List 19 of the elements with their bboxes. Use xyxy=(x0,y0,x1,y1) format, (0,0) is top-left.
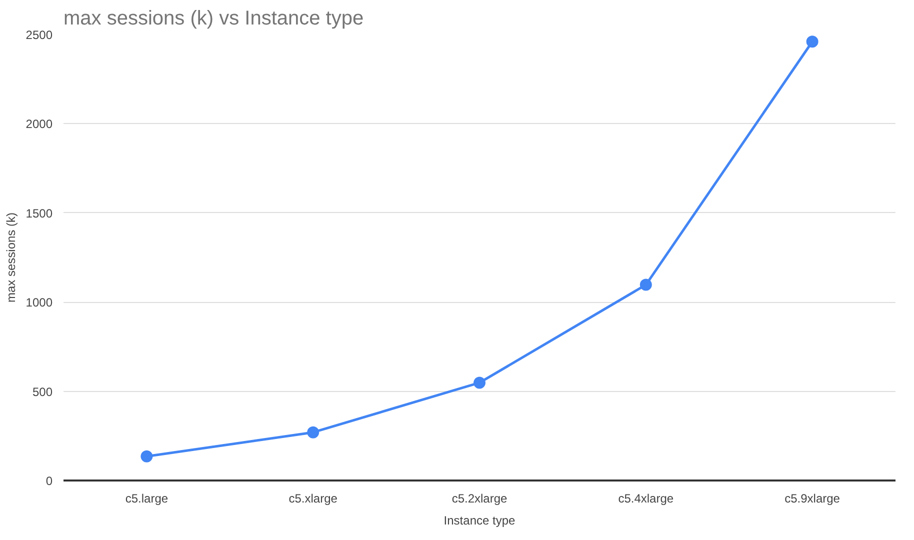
y-tick-label: 0 xyxy=(46,474,53,488)
y-tick-label: 500 xyxy=(32,384,53,399)
x-tick-label: c5.large xyxy=(125,492,168,506)
x-tick-label: c5.9xlarge xyxy=(784,492,840,506)
y-tick-label: 1500 xyxy=(26,206,53,220)
y-axis-title: max sessions (k) xyxy=(4,212,18,303)
y-tick-label: 2000 xyxy=(26,117,53,132)
chart-title: max sessions (k) vs Instance type xyxy=(64,8,364,30)
point xyxy=(640,278,652,291)
point xyxy=(474,376,486,389)
point xyxy=(307,426,320,438)
x-tick-label: c5.xlarge xyxy=(288,492,338,506)
x-axis-title: Instance type xyxy=(444,514,516,528)
point xyxy=(140,450,153,462)
x-tick-label: c5.4xlarge xyxy=(618,492,674,506)
x-tick-label: c5.2xlarge xyxy=(452,492,508,506)
y-tick-label: 1000 xyxy=(26,296,53,310)
point xyxy=(806,36,818,48)
y-tick-label: 2500 xyxy=(26,28,53,42)
